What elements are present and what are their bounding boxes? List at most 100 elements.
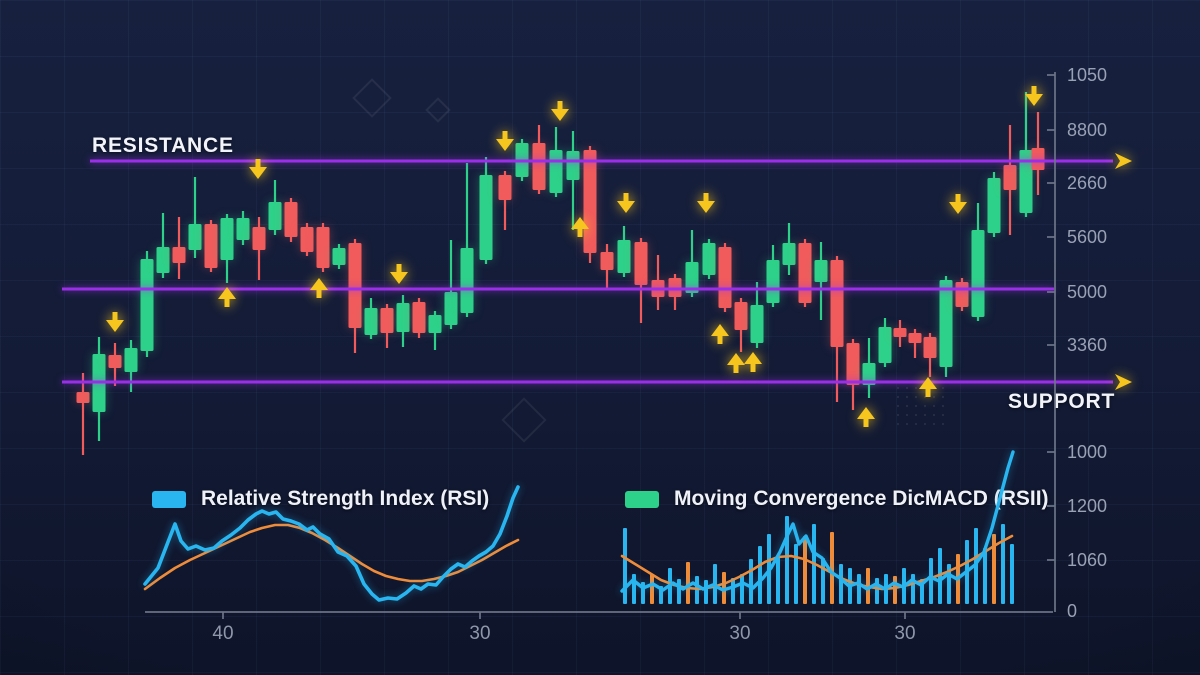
candle-body (566, 151, 580, 180)
decor-dot (905, 422, 909, 426)
arrow-down-icon (1025, 86, 1043, 106)
decor-dot (932, 413, 936, 417)
rsi-line (143, 485, 520, 602)
macd-histogram-bar (803, 536, 807, 604)
decor-dot (896, 395, 900, 399)
y-axis-tick-label: 1060 (1067, 550, 1107, 570)
decor-dot (932, 395, 936, 399)
candle-body (750, 305, 764, 343)
candle-body (188, 224, 202, 250)
arrow-down-icon (617, 193, 635, 213)
y-axis-tick-label: 1200 (1067, 496, 1107, 516)
macd-histogram-bar (1010, 544, 1014, 604)
macd-line (620, 450, 1015, 593)
candle-body (634, 242, 648, 285)
decor-dot (932, 404, 936, 408)
decor-dot (905, 404, 909, 408)
candle-body (1031, 148, 1045, 170)
macd-histogram-bar (704, 580, 708, 604)
arrow-up-icon (727, 353, 745, 373)
macd-histogram-bar (893, 576, 897, 604)
x-axis-tick-label: 30 (729, 623, 750, 644)
candle-body (971, 230, 985, 317)
x-axis-tick-label: 30 (469, 623, 490, 644)
macd-histogram-bar (821, 558, 825, 604)
arrow-up-icon (711, 324, 729, 344)
candle-body (846, 343, 860, 385)
macd-histogram-bar (749, 559, 753, 604)
macd-histogram-bar (686, 562, 690, 604)
candle-body (124, 348, 138, 372)
candle-body (172, 247, 186, 263)
x-axis-tick-label: 30 (894, 623, 915, 644)
candle-body (830, 260, 844, 347)
decor-dot (914, 413, 918, 417)
y-axis-tick-label: 1000 (1067, 442, 1107, 462)
decor-dot (914, 422, 918, 426)
y-axis-tick-label: 0 (1067, 601, 1077, 621)
candle-body (364, 308, 378, 335)
decor-dot (914, 386, 918, 390)
candle-body (766, 260, 780, 303)
candle-body (252, 227, 266, 250)
signal-arrows-layer (106, 86, 1043, 427)
candle-body (284, 202, 298, 237)
decor-dot (905, 395, 909, 399)
decor-dot (932, 422, 936, 426)
decor-dot (896, 386, 900, 390)
candle-body (498, 175, 512, 200)
arrow-down-icon (390, 264, 408, 284)
candle-body (782, 243, 796, 265)
candle-body (268, 202, 282, 230)
y-axis-tick-label: 1050 (1067, 65, 1107, 85)
arrow-down-icon (551, 101, 569, 121)
rsi-panel (143, 485, 520, 602)
decor-dot (896, 404, 900, 408)
candle-body (987, 178, 1001, 233)
decor-dot (941, 422, 945, 426)
candle-body (939, 280, 953, 367)
y-axis-tick-label: 5000 (1067, 282, 1107, 302)
decor-dot (923, 404, 927, 408)
candle-body (300, 227, 314, 252)
candle-body (380, 308, 394, 333)
candle-body (460, 248, 474, 313)
macd-histogram-bar (857, 574, 861, 604)
level-arrow-icon (1115, 153, 1132, 169)
candle-body (236, 218, 250, 240)
macd-histogram-bar (623, 528, 627, 604)
arrow-down-icon (496, 131, 514, 151)
arrow-down-icon (949, 194, 967, 214)
candle-body (617, 240, 631, 273)
candle-body (76, 392, 90, 403)
macd-panel (620, 450, 1015, 604)
macd-histogram-bar (677, 579, 681, 604)
arrow-up-icon (857, 407, 875, 427)
candle-body (955, 282, 969, 307)
candle-body (893, 328, 907, 337)
decor-diamond (425, 97, 451, 123)
decor-layer (352, 78, 945, 443)
decor-dot (941, 395, 945, 399)
candle-body (479, 175, 493, 260)
decor-dot (914, 404, 918, 408)
candle-body (549, 150, 563, 193)
arrow-down-icon (106, 312, 124, 332)
candle-body (718, 247, 732, 308)
macd-histogram-bar (983, 548, 987, 604)
rsi-signal-line (143, 523, 520, 591)
decor-dot (905, 413, 909, 417)
y-axis-tick-label: 3360 (1067, 335, 1107, 355)
decor-dot (896, 413, 900, 417)
macd-histogram-bar (776, 556, 780, 604)
macd-histogram-bar (758, 546, 762, 604)
y-axis-tick-label: 5600 (1067, 227, 1107, 247)
candle-body (583, 150, 597, 253)
decor-dot (941, 386, 945, 390)
arrow-up-icon (919, 377, 937, 397)
candle-body (532, 143, 546, 190)
candlestick-layer (76, 92, 1045, 455)
candle-body (814, 260, 828, 282)
candle-body (1019, 150, 1033, 213)
